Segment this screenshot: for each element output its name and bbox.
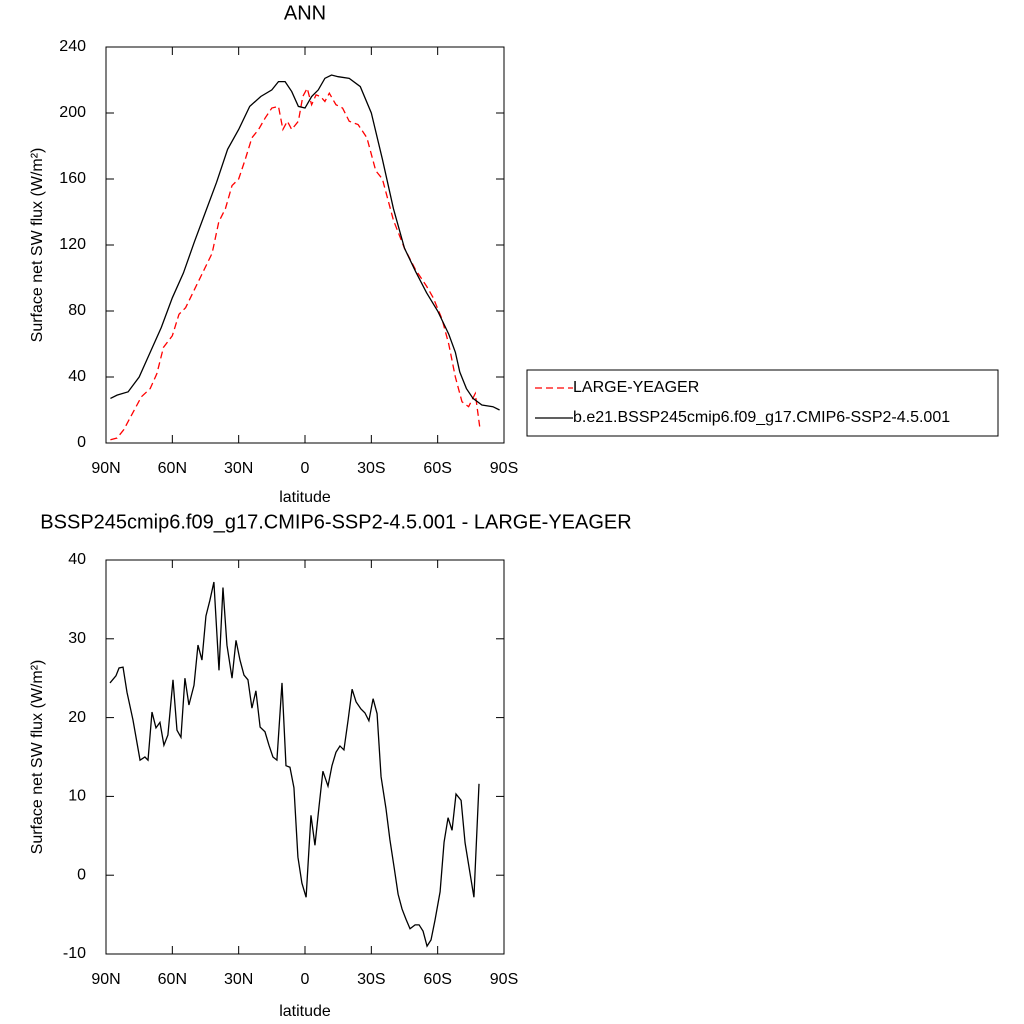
data-line	[110, 86, 481, 441]
chart-title: ANN	[284, 2, 326, 24]
legend-box	[526, 369, 999, 437]
legend-label: LARGE-YEAGER	[573, 379, 699, 396]
x-tick-label: 30N	[224, 460, 253, 477]
chart-title: BSSP245cmip6.f09_g17.CMIP6-SSP2-4.5.001 …	[40, 511, 631, 533]
data-line	[110, 74, 500, 411]
x-tick-label: 60S	[423, 971, 451, 988]
x-axis-label: latitude	[279, 489, 331, 506]
y-tick-label: 20	[68, 709, 86, 726]
y-tick-label: 30	[68, 630, 86, 647]
y-tick-label: 160	[59, 170, 86, 187]
y-tick-label: 240	[59, 38, 86, 55]
y-tick-label: 0	[77, 866, 86, 883]
x-tick-label: 90N	[91, 460, 120, 477]
y-tick-label: 0	[77, 434, 86, 451]
plot-frame	[105, 559, 505, 955]
y-tick-label: 40	[68, 551, 86, 568]
x-tick-label: 90S	[490, 460, 518, 477]
y-tick-label: -10	[63, 945, 86, 962]
x-tick-label: 90N	[91, 971, 120, 988]
y-axis-label: Surface net SW flux (W/m²)	[29, 660, 46, 855]
y-tick-label: 80	[68, 302, 86, 319]
y-tick-label: 10	[68, 788, 86, 805]
legend-label: b.e21.BSSP245cmip6.f09_g17.CMIP6-SSP2-4.…	[573, 409, 950, 426]
x-tick-label: 60N	[158, 460, 187, 477]
x-tick-label: 90S	[490, 971, 518, 988]
y-tick-label: 120	[59, 236, 86, 253]
y-tick-label: 200	[59, 104, 86, 121]
x-tick-label: 60N	[158, 971, 187, 988]
x-tick-label: 30S	[357, 971, 385, 988]
plot-frame	[105, 46, 505, 444]
x-tick-label: 30N	[224, 971, 253, 988]
x-axis-label: latitude	[279, 1003, 331, 1020]
x-tick-label: 0	[301, 460, 310, 477]
x-tick-label: 60S	[423, 460, 451, 477]
y-tick-label: 40	[68, 368, 86, 385]
x-tick-label: 30S	[357, 460, 385, 477]
data-line	[109, 581, 480, 948]
x-tick-label: 0	[301, 971, 310, 988]
y-axis-label: Surface net SW flux (W/m²)	[29, 148, 46, 343]
